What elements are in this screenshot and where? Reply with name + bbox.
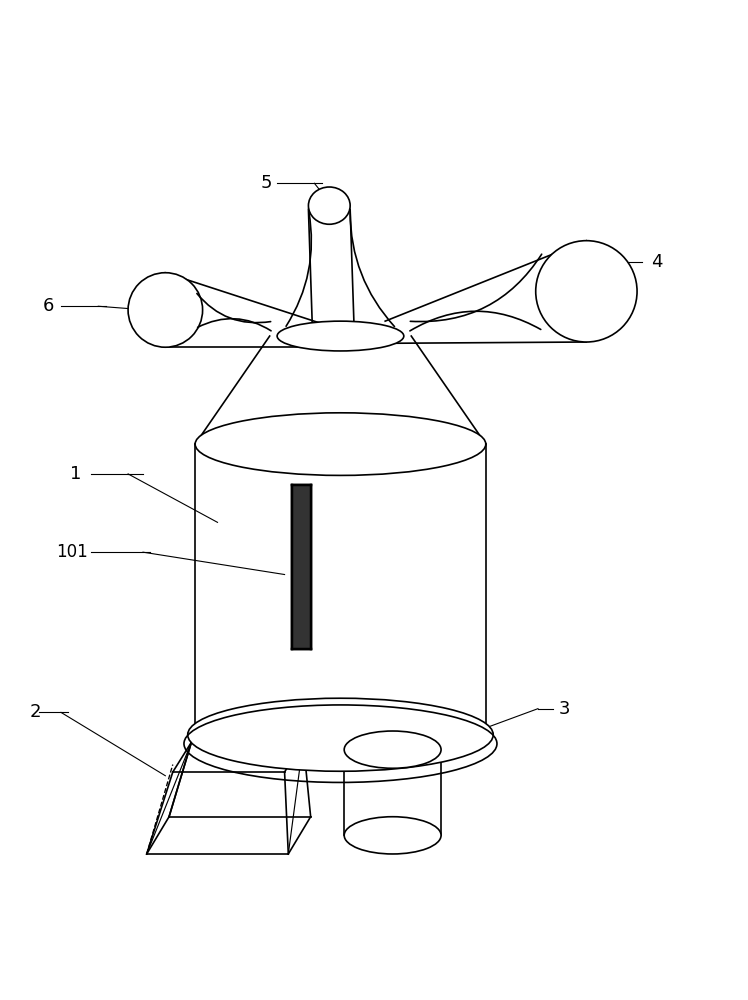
Text: 6: 6 — [43, 297, 54, 315]
Ellipse shape — [344, 817, 441, 854]
Ellipse shape — [195, 703, 485, 766]
Text: 5: 5 — [260, 174, 272, 192]
Ellipse shape — [188, 698, 493, 771]
Text: 1: 1 — [70, 465, 82, 483]
Bar — [292, 485, 310, 649]
Ellipse shape — [277, 321, 404, 351]
Text: 2: 2 — [29, 703, 40, 721]
Text: 101: 101 — [56, 543, 88, 561]
Ellipse shape — [536, 241, 637, 342]
Ellipse shape — [344, 731, 441, 768]
Text: 4: 4 — [652, 253, 663, 271]
Ellipse shape — [308, 187, 350, 224]
Text: 3: 3 — [558, 700, 570, 718]
Ellipse shape — [128, 273, 203, 347]
Ellipse shape — [195, 413, 485, 475]
